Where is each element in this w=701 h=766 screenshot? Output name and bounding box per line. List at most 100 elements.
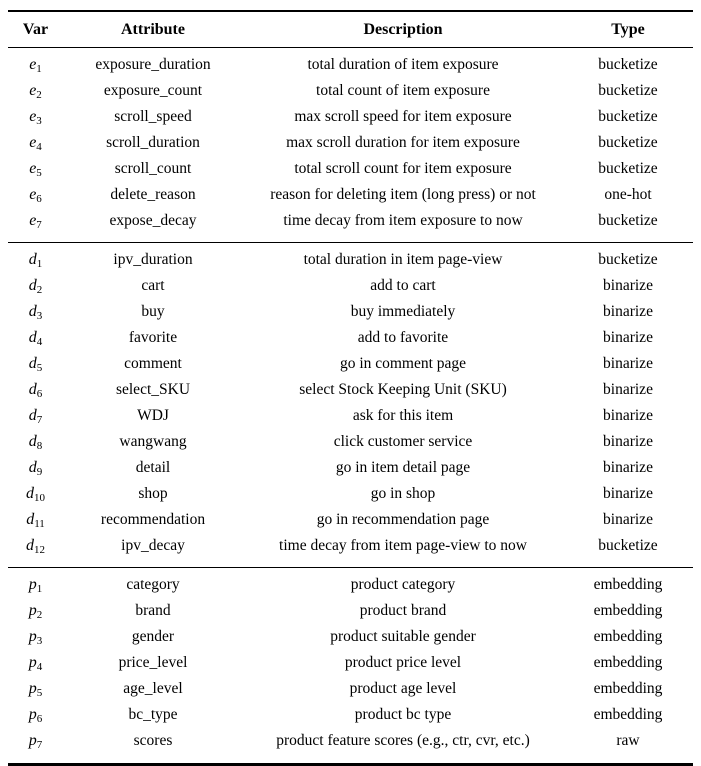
type-cell: bucketize bbox=[598, 82, 658, 99]
type-cell: embedding bbox=[593, 654, 663, 671]
table-row: e2 exposure_count total count of item expo… bbox=[8, 80, 693, 106]
var-cell: p6 bbox=[8, 704, 63, 730]
type-cell: bucketize bbox=[598, 134, 658, 151]
var-cell: p4 bbox=[8, 652, 63, 678]
var-subscript: 2 bbox=[36, 89, 42, 101]
var-subscript: 3 bbox=[36, 635, 43, 647]
table-row: d8 wangwang click customer service binarize bbox=[8, 431, 693, 457]
var-subscript: 5 bbox=[36, 362, 43, 374]
table-row: d3 buy buy immediately binarize bbox=[8, 301, 693, 327]
type-cell: binarize bbox=[603, 407, 653, 424]
var-subscript: 6 bbox=[36, 388, 43, 400]
description-cell: total duration in item page-view bbox=[303, 251, 503, 268]
table-row: p2 brand product brand embedding bbox=[8, 600, 693, 626]
table-row: e3 scroll_speed max scroll speed for item … bbox=[8, 106, 693, 132]
type-cell: embedding bbox=[593, 680, 663, 697]
type-cell: embedding bbox=[593, 706, 663, 723]
var-cell: d5 bbox=[8, 353, 63, 379]
var-symbol: d bbox=[28, 433, 37, 450]
var-subscript: 5 bbox=[36, 687, 43, 699]
attribute-cell: brand bbox=[135, 602, 171, 619]
type-cell: binarize bbox=[603, 277, 653, 294]
description-cell: product bc type bbox=[354, 706, 452, 723]
var-cell: e4 bbox=[8, 132, 63, 158]
table-row: p3 gender product suitable gender embedding bbox=[8, 626, 693, 652]
var-symbol: e bbox=[29, 134, 37, 151]
var-cell: d3 bbox=[8, 301, 63, 327]
var-subscript: 3 bbox=[36, 310, 43, 322]
attribute-cell: category bbox=[126, 576, 180, 593]
var-symbol: d bbox=[28, 381, 37, 398]
description-cell: total scroll count for item exposure bbox=[294, 160, 512, 177]
description-cell: product price level bbox=[344, 654, 462, 671]
attribute-cell: scroll_count bbox=[114, 160, 192, 177]
var-subscript: 1 bbox=[36, 583, 43, 595]
attribute-cell: favorite bbox=[128, 329, 178, 346]
table-header-row: Var Attribute Description Type bbox=[8, 12, 693, 48]
description-cell: go in item detail page bbox=[335, 459, 471, 476]
type-cell: binarize bbox=[603, 433, 653, 450]
var-subscript: 11 bbox=[34, 518, 45, 530]
type-cell: bucketize bbox=[598, 251, 658, 268]
type-cell: binarize bbox=[603, 511, 653, 528]
type-cell: one-hot bbox=[604, 186, 652, 203]
type-cell: bucketize bbox=[598, 56, 658, 73]
var-subscript: 5 bbox=[36, 167, 42, 179]
var-symbol: d bbox=[28, 459, 37, 476]
attribute-cell: wangwang bbox=[119, 433, 187, 450]
table-row: d10 shop go in shop binarize bbox=[8, 483, 693, 509]
type-cell: binarize bbox=[603, 329, 653, 346]
table-row: d4 favorite add to favorite binarize bbox=[8, 327, 693, 353]
var-symbol: e bbox=[29, 160, 37, 177]
table-row: d12 ipv_decay time decay from item page-vi… bbox=[8, 535, 693, 561]
attribute-cell: recommendation bbox=[100, 511, 206, 528]
table-section-exposure-variables: e1 exposure_duration total duration of ite… bbox=[8, 48, 693, 243]
description-cell: product age level bbox=[349, 680, 457, 697]
type-cell: bucketize bbox=[598, 537, 658, 554]
attribute-cell: price_level bbox=[118, 654, 188, 671]
var-symbol: d bbox=[26, 511, 35, 528]
table-row: d2 cart add to cart binarize bbox=[8, 275, 693, 301]
attribute-cell: scroll_speed bbox=[114, 108, 192, 125]
var-symbol: p bbox=[28, 680, 37, 697]
var-subscript: 9 bbox=[36, 466, 43, 478]
var-cell: d12 bbox=[8, 535, 63, 561]
table-row: e4 scroll_duration max scroll duration for… bbox=[8, 132, 693, 158]
var-cell: d2 bbox=[8, 275, 63, 301]
var-symbol: p bbox=[28, 706, 37, 723]
description-cell: go in comment page bbox=[339, 355, 467, 372]
var-symbol: p bbox=[28, 602, 37, 619]
table-row: e7 expose_decay time decay from item expos… bbox=[8, 210, 693, 236]
attribute-cell: buy bbox=[141, 303, 165, 320]
var-symbol: e bbox=[29, 82, 37, 99]
var-symbol: p bbox=[28, 732, 37, 749]
var-symbol: p bbox=[28, 654, 37, 671]
var-cell: e6 bbox=[8, 184, 63, 210]
var-subscript: 12 bbox=[34, 544, 45, 556]
table-row: d5 comment go in comment page binarize bbox=[8, 353, 693, 379]
description-cell: reason for deleting item (long press) or… bbox=[270, 186, 536, 203]
description-cell: product category bbox=[350, 576, 456, 593]
description-cell: max scroll speed for item exposure bbox=[294, 108, 512, 125]
var-subscript: 7 bbox=[36, 219, 42, 231]
attribute-cell: expose_decay bbox=[109, 212, 197, 229]
table-row: p4 price_level product price level embeddin… bbox=[8, 652, 693, 678]
type-cell: embedding bbox=[593, 602, 663, 619]
table-row: e5 scroll_count total scroll count for ite… bbox=[8, 158, 693, 184]
description-cell: go in shop bbox=[370, 485, 436, 502]
attribute-cell: ipv_duration bbox=[113, 251, 193, 268]
attribute-cell: select_SKU bbox=[115, 381, 191, 398]
var-cell: d4 bbox=[8, 327, 63, 353]
var-subscript: 2 bbox=[36, 284, 43, 296]
var-symbol: p bbox=[28, 628, 37, 645]
var-subscript: 3 bbox=[36, 115, 42, 127]
attribute-cell: exposure_duration bbox=[95, 56, 211, 73]
attribute-cell: comment bbox=[124, 355, 182, 372]
var-cell: p2 bbox=[8, 600, 63, 626]
description-cell: ask for this item bbox=[352, 407, 454, 424]
type-cell: binarize bbox=[603, 381, 653, 398]
var-cell: d7 bbox=[8, 405, 63, 431]
var-symbol: d bbox=[28, 329, 37, 346]
description-cell: time decay from item exposure to now bbox=[283, 212, 523, 229]
table-row: d1 ipv_duration total duration in item pag… bbox=[8, 249, 693, 275]
